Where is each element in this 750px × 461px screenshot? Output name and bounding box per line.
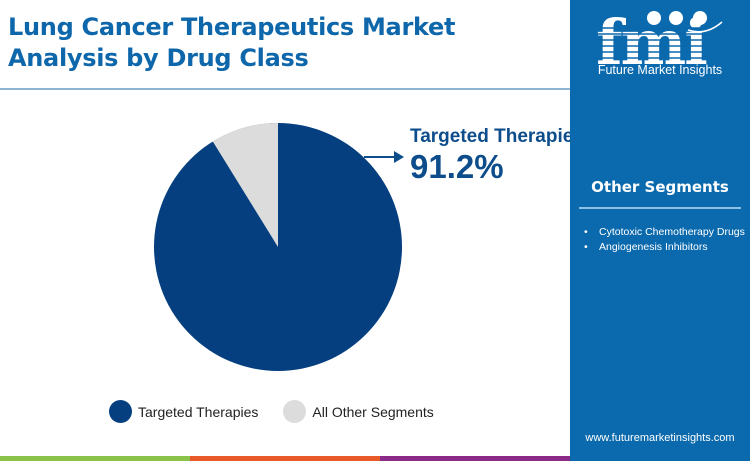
legend-swatch-icon	[109, 400, 132, 423]
logo-text: Future Market Insights	[597, 63, 723, 77]
bar-segment-green	[0, 456, 190, 461]
other-segments-title: Other Segments	[591, 178, 729, 196]
sidebar: fmi Future Market Insights Other Segment…	[570, 0, 750, 461]
title-divider	[0, 88, 570, 90]
legend-item-all-other-segments: All Other Segments	[283, 400, 434, 423]
chart-legend: Targeted Therapies All Other Segments	[109, 400, 459, 423]
other-segments-list: • Cytotoxic Chemotherapy Drugs • Angioge…	[582, 225, 748, 255]
bullet-icon: •	[584, 226, 588, 238]
pie-chart	[154, 122, 402, 371]
legend-swatch-icon	[283, 400, 307, 423]
chart-callout: Targeted Therapies 91.2%	[410, 125, 584, 185]
callout-value: 91.2%	[410, 148, 504, 185]
callout-label: Targeted Therapies	[410, 126, 584, 147]
page-title: Lung Cancer Therapeutics Market Analysis…	[8, 13, 456, 72]
bullet-icon: •	[584, 241, 588, 253]
pie-slice-all-other-segments	[212, 122, 278, 247]
bar-segment-orange	[190, 456, 380, 461]
legend-item-targeted-therapies: Targeted Therapies	[109, 400, 258, 423]
list-item: • Cytotoxic Chemotherapy Drugs	[584, 226, 745, 238]
website-url[interactable]: www.futuremarketinsights.com	[585, 432, 735, 444]
fmi-logo-icon: fmi	[596, 8, 726, 66]
other-segments-divider	[579, 207, 741, 209]
bottom-color-bar	[0, 456, 570, 461]
bar-segment-purple	[380, 456, 570, 461]
list-item: • Angiogenesis Inhibitors	[584, 241, 708, 253]
arrow-right-icon	[364, 151, 404, 163]
